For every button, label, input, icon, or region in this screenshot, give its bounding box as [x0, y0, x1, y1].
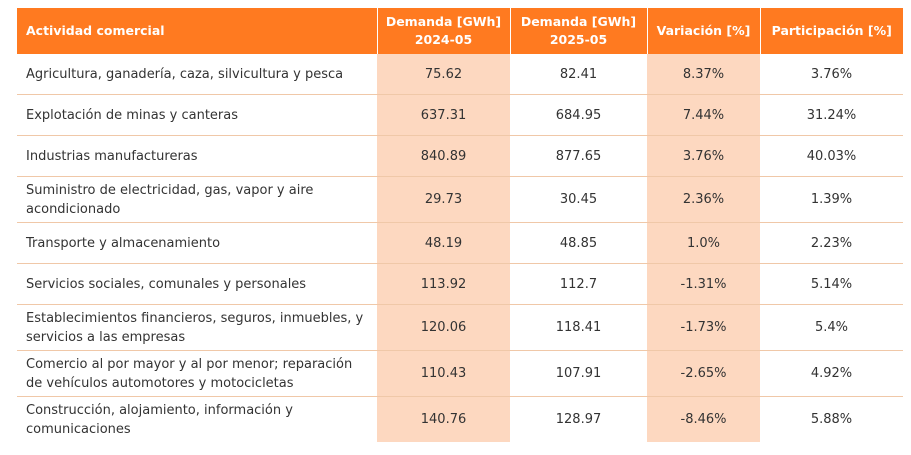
cell-share: 2.23% [760, 222, 903, 264]
cell-activity: Agricultura, ganadería, caza, silvicultu… [17, 54, 377, 95]
table-row: Agricultura, ganadería, caza, silvicultu… [17, 54, 903, 95]
cell-demand-2024: 110.43 [377, 350, 510, 397]
cell-variation: 1.0% [647, 222, 760, 264]
cell-demand-2025: 128.97 [555, 412, 602, 427]
cell-variation: -8.46% [647, 396, 760, 442]
cell-share: 5.4% [760, 304, 903, 351]
cell-demand-2024: 140.76 [377, 396, 510, 442]
cell-share: 3.76% [760, 54, 903, 95]
header-demand-2024: Demanda [GWh] 2024-05 [377, 8, 511, 54]
cell-variation: -1.73% [647, 304, 760, 351]
table-row: Establecimientos financieros, seguros, i… [17, 304, 903, 351]
table-body: Agricultura, ganadería, caza, silvicultu… [17, 54, 903, 442]
cell-demand-2025: 107.91 [510, 350, 647, 397]
cell-variation: -1.31% [647, 263, 760, 305]
cell-variation: 8.37% [647, 54, 760, 95]
header-activity: Actividad comercial [17, 8, 378, 54]
header-demand-2025-period: 2025-05 [549, 32, 608, 47]
table-row: Industrias manufactureras 840.89 877.65 … [17, 135, 903, 177]
cell-activity: Transporte y almacenamiento [17, 222, 377, 264]
table-row: Construcción, alojamiento, información y… [17, 396, 903, 442]
table-row: Explotación de minas y canteras 637.31 6… [17, 94, 903, 136]
cell-activity: Servicios sociales, comunales y personal… [17, 263, 377, 305]
header-demand-2024-unit: Demanda [GWh] [385, 14, 502, 29]
cell-variation: 7.44% [647, 94, 760, 136]
cell-share: 5.14% [760, 263, 903, 305]
cell-demand-2025: 118.41 [510, 304, 647, 351]
cell-activity: Explotación de minas y canteras [17, 94, 377, 136]
cell-demand-2025: 48.85 [510, 222, 647, 264]
cell-activity: Construcción, alojamiento, información y… [26, 402, 293, 437]
cell-demand-2025: 684.95 [510, 94, 647, 136]
cell-demand-2025: 877.65 [510, 135, 647, 177]
cell-share: 31.24% [760, 94, 903, 136]
cell-demand-2024: 48.19 [377, 222, 510, 264]
cell-demand-2024: 113.92 [377, 263, 510, 305]
cell-demand-2024: 29.73 [377, 176, 510, 223]
cell-demand-2025: 82.41 [510, 54, 647, 95]
cell-demand-2024: 840.89 [377, 135, 510, 177]
cell-activity: Industrias manufactureras [17, 135, 377, 177]
cell-demand-2024: 75.62 [377, 54, 510, 95]
cell-share: 5.88% [810, 412, 853, 427]
header-demand-2024-period: 2024-05 [414, 32, 473, 47]
cell-demand-2025: 112.7 [510, 263, 647, 305]
table-row: Servicios sociales, comunales y personal… [17, 263, 903, 305]
header-demand-2025: Demanda [GWh] 2025-05 [510, 8, 648, 54]
table-row: Comercio al por mayor y al por menor; re… [17, 350, 903, 397]
table-row: Suministro de electricidad, gas, vapor y… [17, 176, 903, 223]
cell-variation: 3.76% [647, 135, 760, 177]
header-demand-2025-unit: Demanda [GWh] [520, 14, 637, 29]
cell-share: 40.03% [760, 135, 903, 177]
cell-variation: 2.36% [647, 176, 760, 223]
cell-share: 1.39% [760, 176, 903, 223]
header-row: Actividad comercial Demanda [GWh] 2024-0… [17, 8, 903, 54]
cell-demand-2024: 637.31 [377, 94, 510, 136]
commercial-activity-demand-table: Actividad comercial Demanda [GWh] 2024-0… [17, 8, 903, 442]
cell-variation: -2.65% [647, 350, 760, 397]
header-share: Participación [%] [760, 8, 903, 54]
header-variation: Variación [%] [647, 8, 761, 54]
cell-activity: Comercio al por mayor y al por menor; re… [17, 350, 377, 397]
cell-demand-2025: 30.45 [510, 176, 647, 223]
cell-share: 4.92% [760, 350, 903, 397]
cell-activity: Establecimientos financieros, seguros, i… [17, 304, 377, 351]
cell-demand-2024: 120.06 [377, 304, 510, 351]
table-header: Actividad comercial Demanda [GWh] 2024-0… [17, 8, 903, 54]
cell-activity: Suministro de electricidad, gas, vapor y… [17, 176, 377, 223]
table-row: Transporte y almacenamiento 48.19 48.85 … [17, 222, 903, 264]
